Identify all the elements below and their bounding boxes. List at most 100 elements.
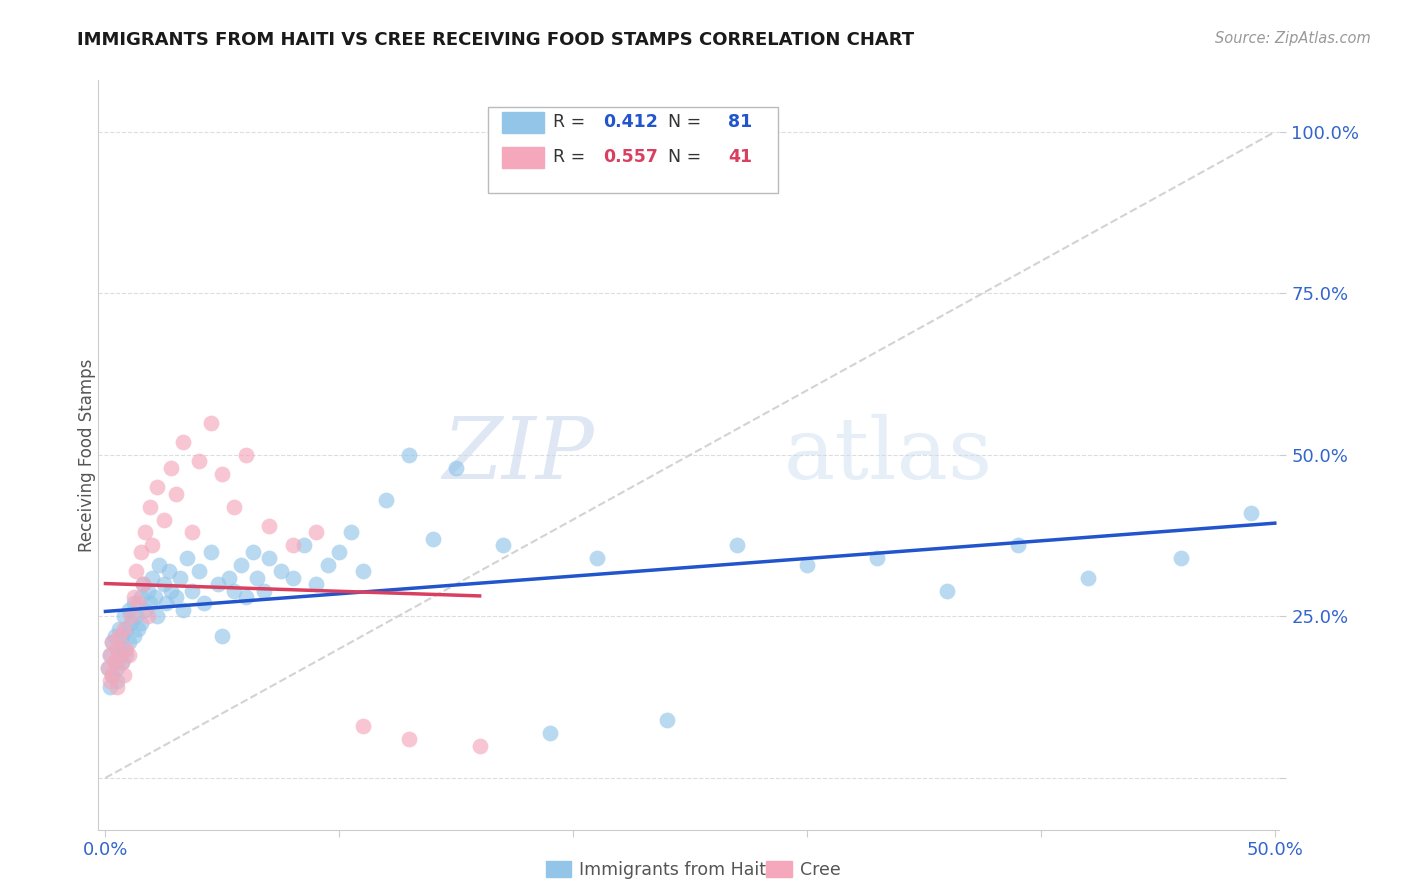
Point: [108, 648, 131, 662]
FancyBboxPatch shape: [488, 106, 778, 193]
Point: [375, 493, 398, 508]
Point: [340, 525, 363, 540]
Point: [115, 648, 138, 662]
Point: [188, 454, 211, 468]
Point: [422, 532, 444, 546]
Point: [111, 655, 134, 669]
Point: [169, 571, 191, 585]
Point: [112, 623, 135, 637]
Text: R =: R =: [553, 148, 591, 167]
Point: [98, 648, 121, 662]
Point: [125, 564, 148, 578]
Text: 0.557: 0.557: [603, 148, 658, 167]
Point: [305, 577, 328, 591]
Point: [352, 719, 374, 733]
Point: [229, 558, 252, 572]
Point: [105, 641, 128, 656]
Point: [181, 583, 204, 598]
Point: [160, 460, 183, 475]
Point: [305, 525, 328, 540]
Point: [139, 500, 162, 514]
Point: [281, 571, 304, 585]
Point: [655, 713, 678, 727]
FancyBboxPatch shape: [502, 112, 544, 133]
Text: Source: ZipAtlas.com: Source: ZipAtlas.com: [1215, 31, 1371, 46]
Text: 81: 81: [728, 113, 752, 131]
Point: [118, 635, 141, 649]
Text: 0.412: 0.412: [603, 113, 658, 131]
Point: [120, 609, 142, 624]
Point: [101, 635, 124, 649]
Point: [112, 667, 135, 681]
Point: [101, 667, 124, 681]
Point: [146, 480, 169, 494]
Point: [136, 609, 159, 624]
Point: [97, 661, 120, 675]
Point: [172, 435, 194, 450]
Point: [242, 545, 264, 559]
Point: [257, 519, 280, 533]
Point: [108, 623, 131, 637]
Point: [725, 538, 748, 552]
Point: [101, 635, 124, 649]
Text: ZIP: ZIP: [443, 414, 595, 496]
Point: [235, 448, 257, 462]
Point: [127, 623, 149, 637]
Point: [165, 486, 187, 500]
Point: [316, 558, 339, 572]
Point: [125, 609, 148, 624]
Point: [141, 538, 163, 552]
Point: [105, 673, 128, 688]
Point: [211, 629, 233, 643]
Point: [796, 558, 818, 572]
Point: [292, 538, 315, 552]
Point: [492, 538, 515, 552]
Point: [97, 661, 120, 675]
Point: [104, 655, 127, 669]
Point: [176, 551, 198, 566]
Point: [200, 545, 222, 559]
Point: [281, 538, 304, 552]
Point: [172, 603, 194, 617]
Text: IMMIGRANTS FROM HAITI VS CREE RECEIVING FOOD STAMPS CORRELATION CHART: IMMIGRANTS FROM HAITI VS CREE RECEIVING …: [77, 31, 914, 49]
Point: [328, 545, 350, 559]
Point: [112, 609, 135, 624]
Point: [146, 609, 169, 624]
Point: [155, 597, 177, 611]
Point: [136, 583, 159, 598]
Point: [98, 648, 121, 662]
Point: [188, 564, 211, 578]
FancyBboxPatch shape: [502, 147, 544, 168]
Point: [352, 564, 374, 578]
Point: [222, 500, 245, 514]
Point: [153, 577, 176, 591]
Point: [127, 597, 149, 611]
Point: [235, 590, 257, 604]
Point: [134, 525, 156, 540]
Text: atlas: atlas: [783, 413, 993, 497]
Point: [468, 739, 491, 753]
Point: [218, 571, 240, 585]
Point: [160, 583, 183, 598]
Point: [1240, 506, 1263, 520]
Point: [129, 545, 152, 559]
Point: [139, 597, 162, 611]
Point: [222, 583, 245, 598]
Point: [398, 448, 420, 462]
Point: [98, 681, 121, 695]
Point: [1007, 538, 1029, 552]
Point: [253, 583, 276, 598]
Text: 41: 41: [728, 148, 752, 167]
Point: [104, 629, 127, 643]
Point: [122, 629, 145, 643]
Point: [165, 590, 187, 604]
Point: [115, 623, 138, 637]
Point: [118, 603, 141, 617]
Point: [866, 551, 889, 566]
Text: R =: R =: [553, 113, 591, 131]
Point: [129, 615, 152, 630]
Point: [1170, 551, 1192, 566]
Point: [134, 603, 156, 617]
Point: [444, 460, 467, 475]
Point: [120, 615, 142, 630]
